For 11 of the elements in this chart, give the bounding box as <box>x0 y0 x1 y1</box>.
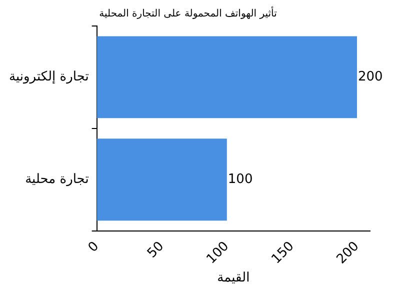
x-tick-label: 150 <box>269 238 298 268</box>
data-label: 200 <box>358 70 383 85</box>
x-tick-label: 0 <box>86 238 102 256</box>
y-tick-label: تجارة محلية <box>25 172 90 187</box>
x-tick-label: 50 <box>144 238 168 262</box>
x-tick-label: 200 <box>334 238 362 268</box>
data-label: 100 <box>228 172 253 187</box>
x-axis-title: القيمة <box>217 270 250 286</box>
chart-title: تأثير الهواتف المحمولة على التجارة المحلية <box>99 6 278 20</box>
x-tick-label: 100 <box>204 238 232 268</box>
y-tick-label: تجارة إلكترونية <box>9 70 90 85</box>
